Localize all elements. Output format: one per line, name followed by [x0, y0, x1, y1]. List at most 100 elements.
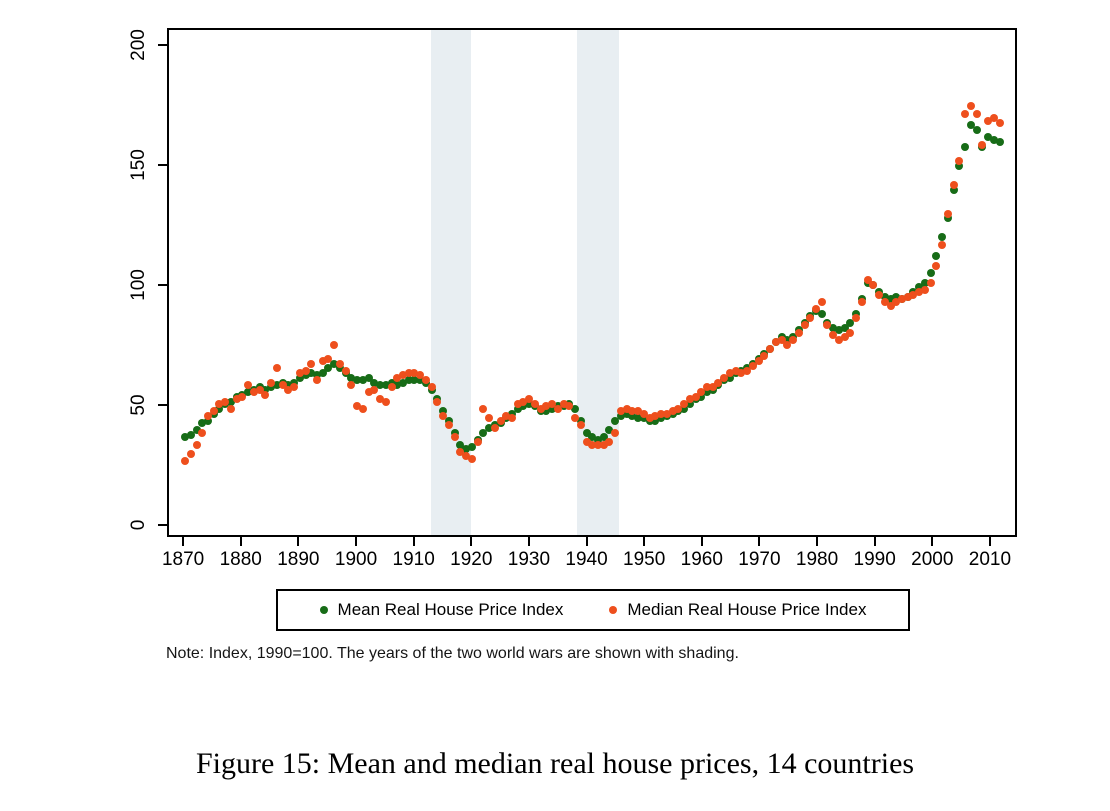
- scatter-point-median: [708, 383, 717, 392]
- scatter-point-mean: [376, 381, 385, 389]
- scatter-point-median: [525, 395, 534, 404]
- scatter-point-mean: [244, 388, 253, 397]
- scatter-point-mean: [702, 388, 711, 397]
- scatter-point-median: [616, 407, 625, 416]
- scatter-point-mean: [634, 414, 643, 423]
- scatter-point-median: [399, 371, 407, 380]
- scatter-point-median: [898, 295, 906, 304]
- scatter-point-median: [312, 376, 321, 385]
- scatter-point-median: [771, 338, 780, 347]
- legend-label-median: Median Real House Price Index: [627, 600, 867, 619]
- scatter-point-median: [720, 373, 729, 382]
- legend-entry-mean: Mean Real House Price Index: [319, 600, 563, 620]
- scatter-point-mean: [611, 416, 620, 425]
- scatter-point-median: [186, 450, 195, 459]
- scatter-point-median: [754, 357, 763, 366]
- scatter-point-median: [376, 395, 385, 404]
- scatter-point-mean: [439, 407, 448, 416]
- median-marker-icon: [609, 606, 618, 614]
- scatter-point-mean: [984, 133, 993, 142]
- y-tick-label: 100: [128, 269, 149, 301]
- scatter-point-median: [181, 457, 190, 466]
- scatter-point-mean: [330, 359, 339, 368]
- x-tick-label: 1990: [853, 549, 896, 570]
- chart-note: Note: Index, 1990=100. The years of the …: [166, 645, 739, 662]
- scatter-point-median: [536, 404, 545, 413]
- x-tick-label: 1950: [623, 549, 666, 570]
- scatter-point-median: [295, 369, 304, 378]
- x-tick-mark: [643, 537, 646, 546]
- scatter-point-median: [995, 119, 1004, 128]
- scatter-point-mean: [399, 378, 407, 387]
- scatter-point-mean: [370, 378, 379, 387]
- y-tick-mark: [158, 404, 167, 406]
- x-tick-mark: [816, 537, 819, 546]
- scatter-point-mean: [198, 419, 207, 428]
- scatter-point-median: [662, 409, 671, 418]
- scatter-point-mean: [571, 404, 580, 413]
- scatter-point-median: [410, 369, 419, 378]
- scatter-point-median: [530, 400, 539, 409]
- scatter-point-median: [324, 354, 333, 363]
- scatter-point-median: [513, 400, 522, 409]
- x-tick-label: 1960: [680, 549, 723, 570]
- scatter-point-mean: [582, 428, 591, 437]
- scatter-point-median: [238, 392, 247, 401]
- scatter-point-median: [668, 407, 677, 416]
- scatter-point-mean: [926, 269, 935, 278]
- scatter-point-mean: [467, 442, 476, 451]
- scatter-point-mean: [312, 371, 321, 380]
- scatter-point-median: [232, 395, 241, 404]
- x-tick-mark: [700, 537, 703, 546]
- scatter-point-median: [645, 414, 654, 423]
- scatter-point-mean: [817, 309, 826, 318]
- scatter-point-median: [416, 371, 425, 380]
- scatter-point-median: [358, 404, 367, 413]
- war-shading-band: [577, 30, 620, 535]
- x-tick-label: 1980: [795, 549, 839, 570]
- x-tick-label: 1890: [277, 549, 320, 570]
- scatter-point-mean: [680, 404, 689, 413]
- scatter-point-median: [204, 411, 212, 420]
- scatter-point-mean: [462, 445, 471, 454]
- scatter-point-median: [462, 452, 471, 461]
- scatter-point-median: [439, 411, 448, 420]
- scatter-point-median: [714, 378, 723, 387]
- scatter-point-median: [226, 404, 235, 413]
- scatter-point-median: [989, 114, 998, 123]
- scatter-point-median: [467, 454, 476, 463]
- scatter-point-median: [605, 438, 614, 447]
- scatter-point-median: [794, 328, 803, 337]
- scatter-point-median: [502, 411, 511, 420]
- scatter-point-mean: [381, 381, 390, 389]
- scatter-point-median: [244, 381, 253, 389]
- scatter-point-median: [548, 400, 557, 409]
- scatter-point-mean: [955, 161, 964, 170]
- scatter-point-mean: [307, 369, 316, 378]
- scatter-point-mean: [404, 376, 413, 385]
- x-tick-mark: [527, 537, 530, 546]
- x-tick-mark: [355, 537, 358, 546]
- scatter-point-mean: [335, 364, 344, 373]
- x-tick-label: 1930: [507, 549, 551, 570]
- y-tick-mark: [158, 164, 167, 167]
- scatter-point-median: [697, 388, 706, 397]
- scatter-point-median: [576, 421, 585, 430]
- scatter-point-mean: [966, 121, 975, 130]
- scatter-point-median: [290, 383, 299, 392]
- scatter-point-median: [427, 383, 436, 392]
- scatter-point-mean: [393, 381, 402, 389]
- scatter-point-mean: [318, 369, 327, 378]
- scatter-point-median: [949, 181, 958, 189]
- scatter-point-median: [909, 290, 918, 299]
- x-tick-label: 1900: [334, 549, 378, 570]
- scatter-point-median: [507, 414, 516, 423]
- scatter-point-median: [559, 400, 568, 409]
- scatter-point-median: [886, 302, 895, 311]
- scatter-point-median: [984, 116, 993, 125]
- scatter-point-mean: [364, 373, 373, 382]
- scatter-point-median: [594, 440, 603, 449]
- y-tick-mark: [158, 524, 167, 526]
- scatter-point-mean: [204, 416, 212, 425]
- scatter-point-mean: [186, 431, 195, 439]
